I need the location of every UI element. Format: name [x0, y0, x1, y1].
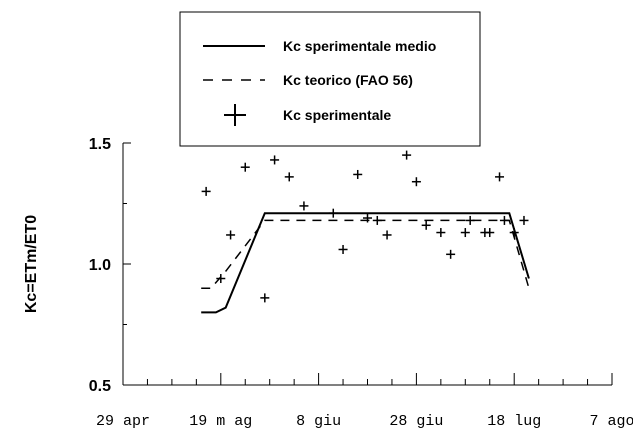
data-point-plus: [495, 172, 505, 182]
data-point-plus: [519, 215, 529, 225]
x-tick-label: 8 giu: [296, 413, 341, 430]
series-line-medio: [201, 212, 530, 314]
x-tick-label: 18 lug: [487, 413, 541, 430]
x-tick-label: 29 apr: [96, 413, 150, 430]
legend-label-sperimentale: Kc sperimentale: [283, 107, 391, 123]
x-tick-label: 19 m ag: [189, 413, 252, 430]
legend-label-medio: Kc sperimentale medio: [283, 38, 436, 54]
data-point-plus: [363, 213, 372, 223]
y-ticks: 0.5 1.0 1.5: [89, 136, 131, 395]
series-group: [201, 150, 530, 314]
data-point-plus: [338, 244, 348, 254]
y-axis-label: Kc=ETm/ET0: [23, 215, 40, 313]
legend-swatch-plus: [224, 104, 246, 126]
data-point-plus: [411, 177, 421, 187]
series-line-teorico: [201, 219, 530, 289]
data-point-plus: [226, 230, 236, 240]
legend: Kc sperimentale medio Kc teorico (FAO 56…: [179, 11, 481, 147]
data-point-plus: [485, 228, 495, 238]
x-ticks: 29 apr 19 m ag 8 giu 28 giu 18 lug 7 ago: [96, 373, 633, 430]
data-point-plus: [382, 230, 392, 240]
data-point-plus: [499, 215, 509, 225]
y-tick-label: 1.5: [89, 136, 111, 153]
legend-label-teorico: Kc teorico (FAO 56): [283, 72, 413, 88]
data-point-plus: [284, 172, 294, 182]
data-point-plus: [216, 274, 226, 284]
y-tick-label: 1.0: [89, 257, 111, 274]
data-point-plus: [421, 220, 431, 230]
x-tick-label: 28 giu: [389, 413, 443, 430]
x-tick-label: 7 ago: [589, 413, 633, 430]
data-point-plus: [372, 215, 382, 225]
legend-box: [179, 11, 481, 147]
data-point-plus: [402, 150, 412, 160]
data-point-plus: [260, 293, 270, 303]
data-point-plus: [240, 162, 250, 172]
data-point-plus: [353, 169, 363, 179]
data-point-plus: [201, 186, 211, 196]
y-tick-label: 0.5: [89, 378, 111, 395]
data-point-plus: [299, 201, 309, 211]
data-point-plus: [465, 215, 475, 225]
data-point-plus: [446, 249, 456, 259]
data-point-plus: [328, 208, 338, 218]
data-point-plus: [270, 155, 280, 165]
data-point-plus: [460, 228, 470, 238]
data-point-plus: [436, 228, 446, 238]
data-point-plus: [509, 228, 519, 238]
